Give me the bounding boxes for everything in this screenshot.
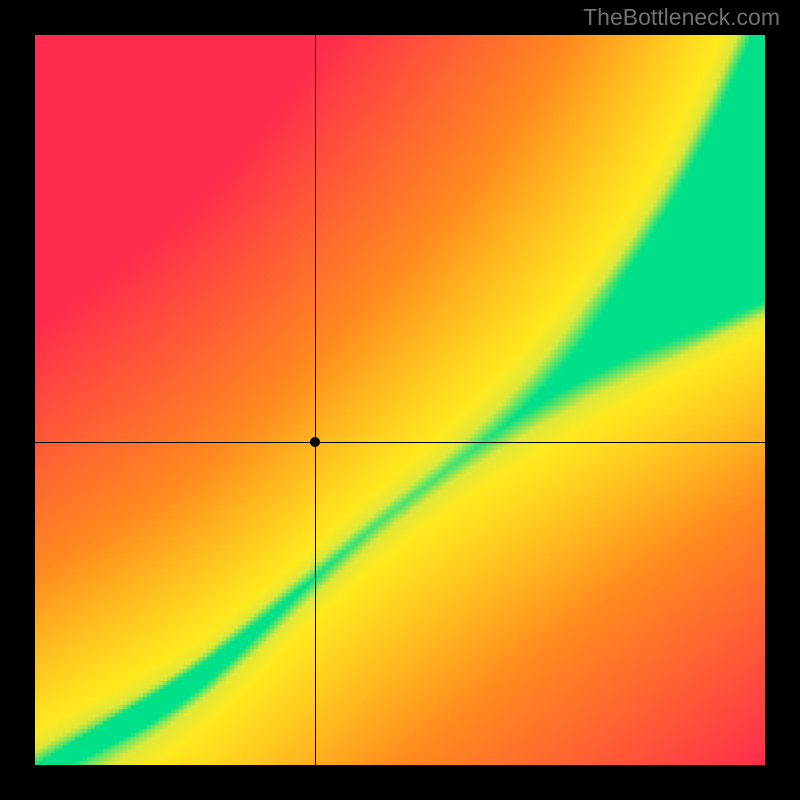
crosshair-horizontal — [35, 442, 765, 443]
watermark-text: TheBottleneck.com — [583, 4, 780, 31]
marker-point — [310, 437, 320, 447]
plot-area — [35, 35, 765, 765]
crosshair-vertical — [315, 35, 316, 765]
heatmap-canvas — [35, 35, 765, 765]
chart-container: TheBottleneck.com — [0, 0, 800, 800]
